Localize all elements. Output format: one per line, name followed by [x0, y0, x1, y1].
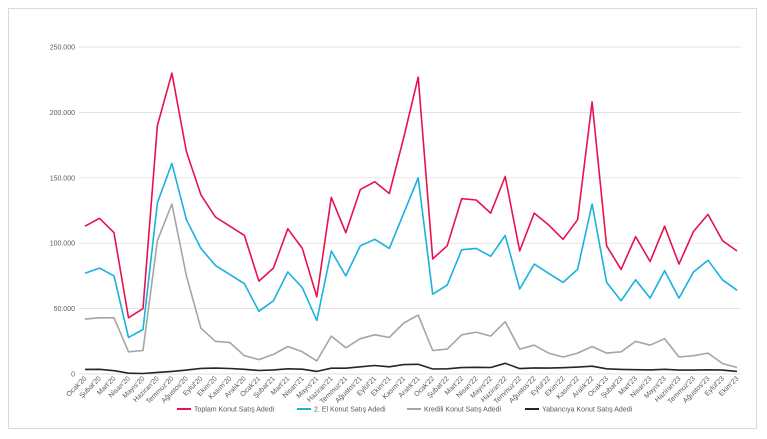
series-lines [84, 72, 738, 375]
series-line-2 [84, 162, 738, 339]
legend-item: Toplam Konut Satış Adedi [177, 407, 275, 414]
y-tick-label: 0 [71, 372, 75, 379]
y-tick-label: 100.000 [50, 241, 75, 248]
chart-frame: 0 50.000 100.000 150.000 200.000 250.000 Ocak… [8, 8, 757, 429]
y-tick-label: 150.000 [50, 175, 75, 182]
y-tick-label: 50.000 [54, 306, 76, 313]
legend-item: Yabancıya Konut Satış Adedi [525, 407, 633, 414]
legend: Toplam Konut Satış Adedi 2. El Konut Satı… [177, 407, 633, 414]
series-line-3 [84, 203, 738, 369]
legend-item: Kredili Konut Satış Adedi [407, 407, 501, 414]
legend-label: Yabancıya Konut Satış Adedi [542, 407, 633, 414]
y-tick-label: 250.000 [50, 45, 75, 52]
y-axis-labels: 0 50.000 100.000 150.000 200.000 250.000 [50, 45, 75, 379]
series-line-4 [84, 362, 738, 375]
gridlines [79, 46, 741, 375]
x-axis-labels: Ocak'20Şubat'20Mart'20Nisan'20Mayıs'20Ha… [65, 375, 740, 405]
series-line-1 [84, 72, 738, 319]
legend-label: Kredili Konut Satış Adedi [424, 407, 501, 414]
legend-label: Toplam Konut Satış Adedi [194, 407, 275, 414]
y-tick-label: 200.000 [50, 110, 75, 117]
line-chart: 0 50.000 100.000 150.000 200.000 250.000 Ocak… [50, 45, 741, 414]
legend-item: 2. El Konut Satış Adedi [297, 407, 386, 414]
legend-label: 2. El Konut Satış Adedi [314, 407, 386, 414]
